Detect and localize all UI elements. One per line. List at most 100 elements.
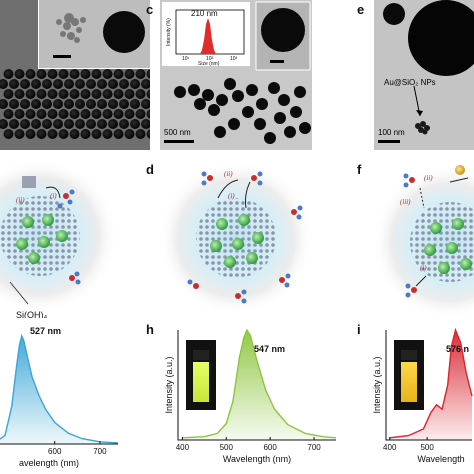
tem-particle: [86, 79, 96, 89]
tem-particle: [124, 69, 135, 79]
dye-label: Rh 6G: [188, 329, 212, 338]
tem-particle: [135, 89, 146, 99]
tem-particle: [75, 99, 85, 109]
tem-particle: [91, 109, 102, 119]
tem-particle: [36, 109, 47, 119]
tem-particle: [69, 69, 80, 79]
x-tick-label: 600: [48, 447, 62, 456]
tem-particle: [47, 109, 58, 119]
tem-particle: [91, 89, 102, 99]
panel-letter-e: e: [357, 2, 365, 17]
tem-particle: [14, 89, 25, 99]
tem-particle: [102, 89, 113, 99]
tem-particle: [9, 99, 19, 109]
tem-particle: [47, 69, 58, 79]
x-axis-label: avelength (nm): [19, 458, 79, 468]
tem-particle: [20, 79, 30, 89]
tem-particle: [80, 129, 91, 139]
tem-particle: [91, 69, 102, 79]
tem-particle: [124, 109, 135, 119]
spectrum-line: [389, 327, 473, 439]
spectrum-area-fill: [0, 336, 118, 444]
step-label-f-iii: (iii): [400, 198, 411, 206]
tem-particle: [69, 109, 80, 119]
tem-particle: [113, 69, 124, 79]
peak-label: 576 n: [446, 344, 469, 354]
tem-particle: [31, 79, 41, 89]
tem-particle: [3, 69, 14, 79]
tem-particle: [80, 89, 91, 99]
tem-particle: [20, 119, 30, 129]
tem-particle: [124, 129, 135, 139]
spectrum-area-fill: [182, 330, 336, 440]
dls-ylabel: Intensity (%): [166, 18, 172, 46]
tem-particle: [53, 119, 63, 129]
tem-particle: [141, 119, 150, 129]
tem-particle: [31, 119, 41, 129]
annotation-au-sio2: Au@SiO₂ NPs: [384, 78, 436, 87]
x-tick-label: 600: [263, 443, 277, 452]
tem-particle: [20, 99, 30, 109]
tem-particle: [3, 89, 14, 99]
schematic-d: (ii) (i): [158, 160, 314, 316]
panel-letter-f: f: [357, 162, 362, 177]
schematic-left: (ii) (i) Si(OH)₄: [0, 158, 118, 318]
tem-particle: [91, 129, 102, 139]
tem-inset-a: [38, 0, 150, 69]
tem-particle: [119, 99, 129, 109]
tem-particle: [146, 109, 150, 119]
tem-particle: [36, 69, 47, 79]
dls-xlabel: Size (nm): [198, 61, 220, 67]
tem-particle: [130, 119, 140, 129]
tem-particle: [124, 89, 135, 99]
tem-particle: [130, 99, 140, 109]
tem-particle: [14, 109, 25, 119]
tem-particle: [119, 79, 129, 89]
tem-particle: [130, 79, 140, 89]
tem-particle: [141, 99, 150, 109]
tem-particle: [0, 119, 8, 129]
tem-particle: [14, 69, 25, 79]
step-label-d-i: (i): [228, 192, 235, 200]
tem-particle: [113, 89, 124, 99]
tem-particle: [42, 99, 52, 109]
tem-particle: [47, 129, 58, 139]
tem-particle: [75, 79, 85, 89]
x-axis-label: Wavelength (nm): [223, 454, 291, 464]
x-tick-label: 700: [93, 447, 107, 456]
spectrum-chart-g: 600 700 avelength (nm) 527 nm: [0, 326, 119, 468]
x-tick-label: 500: [220, 443, 234, 452]
tem-particle: [3, 109, 14, 119]
tem-image-c: 210 nm Intensity (%) 10¹ 10² 10³ Size (n…: [160, 0, 312, 150]
panel-letter-d: d: [146, 162, 154, 177]
tem-particle: [14, 129, 25, 139]
tem-particle: [119, 119, 129, 129]
dls-peak-label: 210 nm: [191, 9, 218, 18]
peak-label: 547 nm: [254, 344, 285, 354]
tem-particle: [75, 119, 85, 129]
tem-particle: [9, 79, 19, 89]
tem-particle: [102, 69, 113, 79]
panel-letter-h: h: [146, 322, 154, 337]
schematic-row: (ii) (i) Si(OH)₄ d (ii) (i) f: [0, 158, 474, 318]
tem-particle: [113, 129, 124, 139]
x-tick-label: 500: [420, 443, 434, 452]
step-label-d-ii: (ii): [224, 170, 233, 178]
tem-particle: [135, 129, 146, 139]
schematic-f: (ii) (iii) (i): [372, 164, 474, 318]
y-axis-label: Intensity (a.u.): [164, 356, 174, 413]
dye-label: Rh B: [396, 329, 415, 338]
tem-particle: [58, 129, 69, 139]
tem-particle: [3, 129, 14, 139]
tem-particle: [58, 89, 69, 99]
tem-particle: [135, 109, 146, 119]
tem-particle: [108, 99, 118, 109]
tem-particle: [97, 99, 107, 109]
tem-particle: [86, 119, 96, 129]
scale-bar-label-e: 100 nm: [378, 128, 405, 137]
dls-xtick-3: 10³: [230, 56, 238, 62]
tem-particle: [47, 89, 58, 99]
x-tick-label: 700: [307, 443, 321, 452]
tem-particle: [9, 119, 19, 129]
tem-particle: [58, 109, 69, 119]
